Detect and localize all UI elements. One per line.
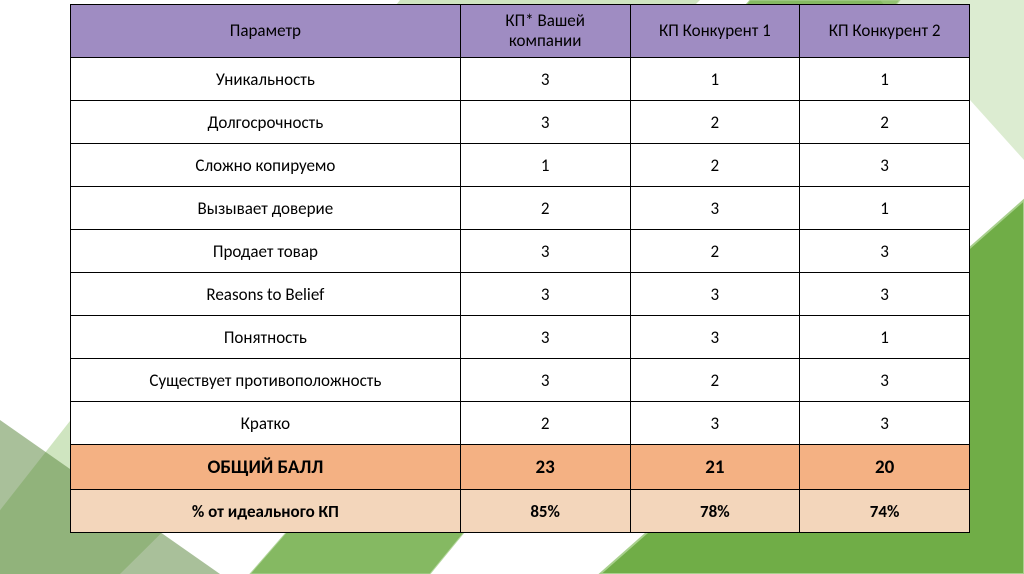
param-cell: Понятность — [71, 316, 461, 359]
param-cell: Сложно копируемо — [71, 144, 461, 187]
col-header-competitor-2: КП Конкурент 2 — [800, 5, 970, 58]
value-cell: 3 — [460, 58, 630, 101]
value-cell: 1 — [630, 58, 800, 101]
col-header-competitor-1: КП Конкурент 1 — [630, 5, 800, 58]
table-row: Сложно копируемо 1 2 3 — [71, 144, 970, 187]
value-cell: 3 — [800, 144, 970, 187]
table-row: Кратко 2 3 3 — [71, 402, 970, 445]
total-label: ОБЩИЙ БАЛЛ — [71, 445, 461, 490]
table-row: Долгосрочность 3 2 2 — [71, 101, 970, 144]
value-cell: 3 — [800, 402, 970, 445]
table-row: Понятность 3 3 1 — [71, 316, 970, 359]
header-row: Параметр КП* Вашей компании КП Конкурент… — [71, 5, 970, 58]
value-cell: 1 — [800, 187, 970, 230]
value-cell: 1 — [800, 58, 970, 101]
col-header-your-company-line2: компании — [509, 30, 582, 51]
table-row: Уникальность 3 1 1 — [71, 58, 970, 101]
value-cell: 2 — [800, 101, 970, 144]
value-cell: 1 — [460, 144, 630, 187]
value-cell: 3 — [460, 359, 630, 402]
param-cell: Кратко — [71, 402, 461, 445]
percent-value: 78% — [630, 490, 800, 533]
value-cell: 3 — [800, 359, 970, 402]
percent-value: 85% — [460, 490, 630, 533]
param-cell: Существует противоположность — [71, 359, 461, 402]
value-cell: 1 — [800, 316, 970, 359]
percent-value: 74% — [800, 490, 970, 533]
value-cell: 3 — [460, 101, 630, 144]
total-row: ОБЩИЙ БАЛЛ 23 21 20 — [71, 445, 970, 490]
value-cell: 3 — [630, 187, 800, 230]
param-cell: Долгосрочность — [71, 101, 461, 144]
value-cell: 2 — [460, 402, 630, 445]
param-cell: Уникальность — [71, 58, 461, 101]
value-cell: 3 — [460, 316, 630, 359]
total-value: 23 — [460, 445, 630, 490]
value-cell: 2 — [460, 187, 630, 230]
total-value: 21 — [630, 445, 800, 490]
col-header-param: Параметр — [71, 5, 461, 58]
total-value: 20 — [800, 445, 970, 490]
value-cell: 2 — [630, 144, 800, 187]
table-row: Существует противоположность 3 2 3 — [71, 359, 970, 402]
value-cell: 3 — [800, 230, 970, 273]
col-header-your-company: КП* Вашей компании — [460, 5, 630, 58]
table-row: Продает товар 3 2 3 — [71, 230, 970, 273]
value-cell: 3 — [630, 316, 800, 359]
param-cell: Продает товар — [71, 230, 461, 273]
param-cell: Reasons to Belief — [71, 273, 461, 316]
comparison-table: Параметр КП* Вашей компании КП Конкурент… — [70, 4, 970, 533]
value-cell: 3 — [630, 402, 800, 445]
percent-label: % от идеального КП — [71, 490, 461, 533]
value-cell: 3 — [630, 273, 800, 316]
value-cell: 3 — [800, 273, 970, 316]
value-cell: 2 — [630, 101, 800, 144]
value-cell: 2 — [630, 359, 800, 402]
value-cell: 2 — [630, 230, 800, 273]
table-row: Вызывает доверие 2 3 1 — [71, 187, 970, 230]
percent-row: % от идеального КП 85% 78% 74% — [71, 490, 970, 533]
value-cell: 3 — [460, 273, 630, 316]
col-header-your-company-line1: КП* Вашей — [505, 10, 585, 31]
value-cell: 3 — [460, 230, 630, 273]
table-row: Reasons to Belief 3 3 3 — [71, 273, 970, 316]
comparison-table-wrap: Параметр КП* Вашей компании КП Конкурент… — [70, 4, 970, 533]
param-cell: Вызывает доверие — [71, 187, 461, 230]
